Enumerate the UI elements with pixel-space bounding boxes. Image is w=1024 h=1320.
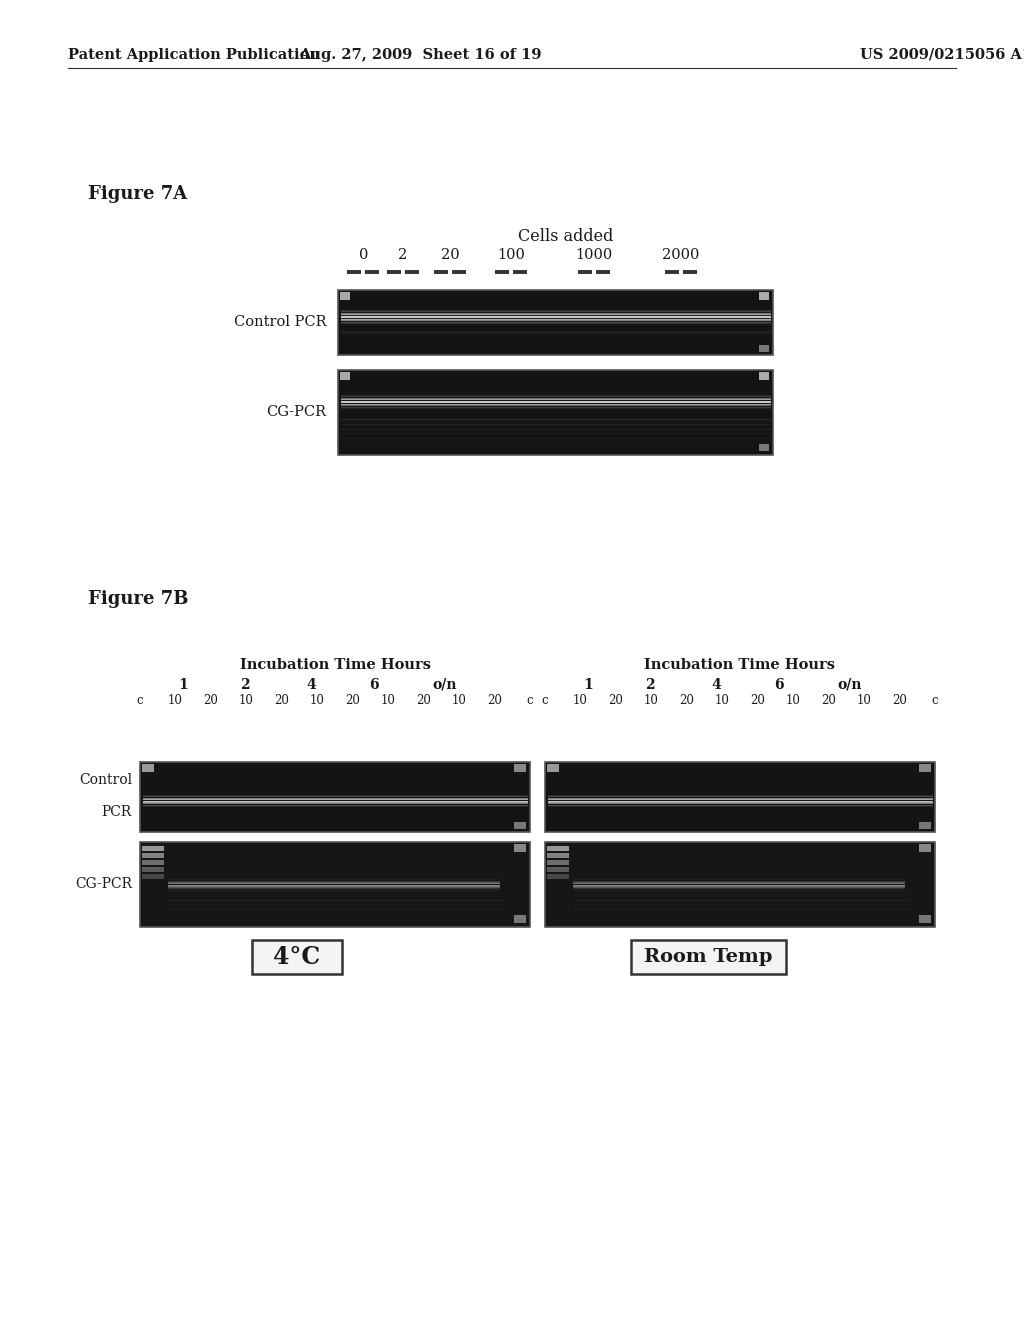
- Bar: [142, 867, 164, 873]
- Text: Figure 7A: Figure 7A: [88, 185, 187, 203]
- Text: 1: 1: [178, 678, 187, 692]
- Bar: [142, 846, 164, 851]
- Text: c: c: [136, 694, 143, 708]
- Text: Room Temp: Room Temp: [644, 948, 772, 966]
- Bar: [919, 764, 931, 772]
- Text: 20: 20: [608, 694, 624, 708]
- Text: US 2009/0215056 A1: US 2009/0215056 A1: [860, 48, 1024, 62]
- Text: 10: 10: [857, 694, 871, 708]
- Text: 100: 100: [498, 248, 525, 261]
- Text: 20: 20: [821, 694, 836, 708]
- Text: 10: 10: [644, 694, 658, 708]
- Bar: [759, 345, 769, 352]
- Text: 10: 10: [573, 694, 588, 708]
- Text: c: c: [542, 694, 548, 708]
- Text: 6: 6: [370, 678, 379, 692]
- Text: 10: 10: [310, 694, 325, 708]
- Text: 2000: 2000: [663, 248, 699, 261]
- Text: Incubation Time Hours: Incubation Time Hours: [644, 657, 836, 672]
- Bar: [338, 290, 773, 355]
- Text: Patent Application Publication: Patent Application Publication: [68, 48, 319, 62]
- Text: 2: 2: [645, 678, 655, 692]
- Text: 10: 10: [785, 694, 801, 708]
- Text: 20: 20: [204, 694, 218, 708]
- Bar: [545, 762, 935, 832]
- Text: Control PCR: Control PCR: [233, 315, 326, 330]
- Text: 10: 10: [168, 694, 183, 708]
- Bar: [547, 874, 569, 879]
- Bar: [142, 853, 164, 858]
- Bar: [514, 915, 526, 923]
- Bar: [545, 842, 935, 927]
- Bar: [140, 762, 530, 832]
- Text: 6: 6: [774, 678, 783, 692]
- Bar: [142, 764, 154, 772]
- Text: 1: 1: [583, 678, 593, 692]
- Text: 10: 10: [239, 694, 254, 708]
- Bar: [759, 444, 769, 451]
- Text: 4: 4: [307, 678, 316, 692]
- Text: 20: 20: [274, 694, 289, 708]
- Text: 20: 20: [416, 694, 431, 708]
- Text: 4: 4: [712, 678, 722, 692]
- Bar: [140, 842, 530, 927]
- Text: PCR: PCR: [101, 805, 132, 820]
- Bar: [252, 940, 342, 974]
- Text: c: c: [526, 694, 534, 708]
- Text: 10: 10: [715, 694, 730, 708]
- Text: 20: 20: [751, 694, 765, 708]
- Bar: [142, 861, 164, 865]
- Bar: [547, 764, 559, 772]
- Text: 20: 20: [345, 694, 360, 708]
- Text: 1000: 1000: [575, 248, 612, 261]
- Text: Control: Control: [79, 772, 132, 787]
- Text: 20: 20: [679, 694, 694, 708]
- Text: Incubation Time Hours: Incubation Time Hours: [240, 657, 430, 672]
- Text: o/n: o/n: [837, 678, 861, 692]
- Text: 20: 20: [892, 694, 907, 708]
- Bar: [547, 846, 569, 851]
- Bar: [547, 853, 569, 858]
- Bar: [919, 843, 931, 851]
- Text: 20: 20: [441, 248, 460, 261]
- Bar: [547, 867, 569, 873]
- Text: o/n: o/n: [432, 678, 457, 692]
- Bar: [919, 822, 931, 829]
- Bar: [338, 370, 773, 455]
- Bar: [340, 372, 350, 380]
- Bar: [759, 292, 769, 300]
- Bar: [142, 874, 164, 879]
- Text: 10: 10: [381, 694, 395, 708]
- Text: 10: 10: [452, 694, 467, 708]
- Bar: [919, 915, 931, 923]
- Bar: [547, 861, 569, 865]
- Bar: [514, 843, 526, 851]
- Text: 2: 2: [241, 678, 250, 692]
- Text: Figure 7B: Figure 7B: [88, 590, 188, 609]
- Text: 20: 20: [487, 694, 502, 708]
- Bar: [514, 822, 526, 829]
- Text: Cells added: Cells added: [518, 228, 613, 246]
- Text: 0: 0: [358, 248, 368, 261]
- Text: CG-PCR: CG-PCR: [266, 405, 326, 420]
- Bar: [514, 764, 526, 772]
- Bar: [759, 372, 769, 380]
- Bar: [631, 940, 785, 974]
- Text: CG-PCR: CG-PCR: [75, 878, 132, 891]
- Text: c: c: [932, 694, 938, 708]
- Bar: [340, 292, 350, 300]
- Text: 4°C: 4°C: [273, 945, 321, 969]
- Text: 2: 2: [398, 248, 408, 261]
- Text: Aug. 27, 2009  Sheet 16 of 19: Aug. 27, 2009 Sheet 16 of 19: [299, 48, 542, 62]
